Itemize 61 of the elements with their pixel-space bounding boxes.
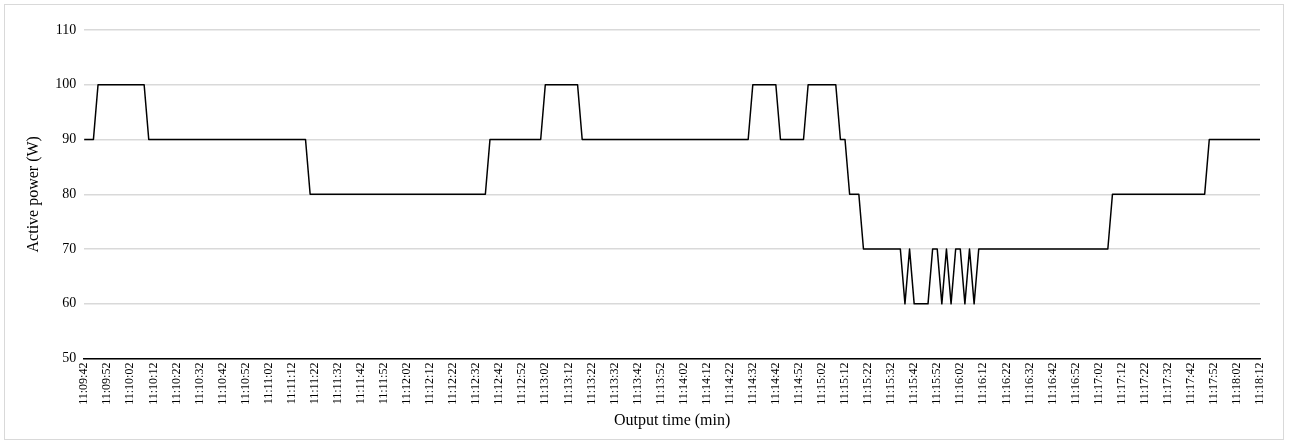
x-tick-label: 11:12:02 bbox=[399, 362, 414, 405]
x-tick-label: 11:11:12 bbox=[283, 362, 298, 405]
x-tick-label: 11:12:52 bbox=[514, 362, 529, 405]
x-tick-label: 11:14:42 bbox=[768, 362, 782, 405]
x-tick-label: 11:17:22 bbox=[1136, 362, 1151, 405]
x-tick-label: 11:14:52 bbox=[791, 362, 806, 405]
x-tick-label: 11:12:22 bbox=[445, 362, 460, 405]
x-tick-label: 11:10:02 bbox=[122, 362, 137, 405]
x-tick-label: 11:16:22 bbox=[998, 362, 1013, 405]
x-tick-label: 11:10:32 bbox=[191, 362, 206, 405]
x-tick-label: 11:16:52 bbox=[1067, 362, 1082, 405]
x-tick-label: 11:11:22 bbox=[306, 362, 321, 405]
x-tick-label: 11:15:42 bbox=[906, 362, 921, 405]
x-tick-label: 11:16:32 bbox=[1021, 362, 1036, 405]
x-tick-label: 11:13:52 bbox=[652, 362, 667, 405]
x-tick-label: 11:12:32 bbox=[468, 362, 483, 405]
y-tick-label: 70 bbox=[62, 240, 77, 256]
x-tick-label: 11:17:12 bbox=[1113, 362, 1128, 405]
y-tick-label: 60 bbox=[62, 295, 77, 311]
x-tick-label: 11:14:02 bbox=[675, 362, 690, 405]
x-tick-label: 11:11:02 bbox=[260, 362, 275, 405]
y-tick-label: 90 bbox=[62, 131, 77, 147]
x-tick-label: 11:10:22 bbox=[168, 362, 183, 405]
x-tick-label: 11:17:32 bbox=[1159, 362, 1174, 405]
x-tick-label: 11:10:42 bbox=[214, 362, 229, 405]
x-tick-label: 11:11:32 bbox=[329, 362, 344, 405]
x-tick-label: 11:17:52 bbox=[1206, 362, 1221, 405]
x-tick-label: 11:15:12 bbox=[837, 362, 852, 405]
x-tick-label: 11:13:22 bbox=[583, 362, 598, 405]
x-tick-label: 11:09:52 bbox=[99, 362, 114, 405]
x-tick-label: 11:10:12 bbox=[145, 362, 160, 405]
x-tick-label: 11:15:52 bbox=[929, 362, 944, 405]
x-tick-label: 11:17:02 bbox=[1090, 362, 1105, 405]
x-tick-label: 11:15:32 bbox=[883, 362, 898, 405]
x-tick-label: 11:14:32 bbox=[744, 362, 759, 405]
x-tick-label: 11:18:12 bbox=[1252, 362, 1267, 405]
x-tick-label: 11:11:52 bbox=[376, 362, 391, 405]
x-tick-label: 11:16:02 bbox=[952, 362, 967, 405]
x-tick-label: 11:13:42 bbox=[629, 362, 644, 405]
y-tick-label: 80 bbox=[62, 185, 77, 201]
x-axis-title: Output time (min) bbox=[613, 410, 731, 429]
y-tick-label: 110 bbox=[55, 21, 77, 37]
x-tick-label: 11:11:42 bbox=[353, 362, 368, 405]
x-tick-label: 11:15:02 bbox=[814, 362, 829, 405]
x-tick-label: 11:12:12 bbox=[422, 362, 437, 405]
x-tick-label: 11:13:02 bbox=[537, 362, 552, 405]
x-tick-label: 11:12:42 bbox=[491, 362, 506, 405]
x-tick-label: 11:10:52 bbox=[237, 362, 252, 405]
x-tick-label: 11:14:12 bbox=[698, 362, 713, 405]
x-tick-label: 11:16:12 bbox=[975, 362, 990, 405]
x-tick-label: 11:18:02 bbox=[1229, 362, 1244, 405]
y-axis-title: Active power (W) bbox=[23, 136, 42, 253]
x-tick-label: 11:13:12 bbox=[560, 362, 575, 405]
y-tick-label: 100 bbox=[55, 76, 77, 92]
y-tick-label: 50 bbox=[62, 350, 77, 366]
x-tick-label: 11:09:42 bbox=[76, 362, 91, 405]
x-tick-label: 11:15:22 bbox=[860, 362, 875, 405]
x-tick-label: 11:14:22 bbox=[721, 362, 736, 405]
x-tick-label: 11:17:42 bbox=[1182, 362, 1197, 405]
x-tick-label: 11:16:42 bbox=[1044, 362, 1059, 405]
x-tick-label: 11:13:32 bbox=[606, 362, 621, 405]
